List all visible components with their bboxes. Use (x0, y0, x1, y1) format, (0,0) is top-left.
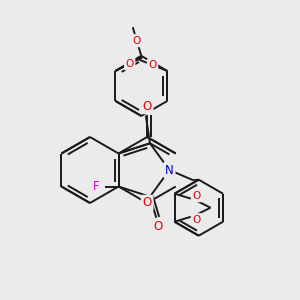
Text: O: O (142, 196, 152, 209)
Text: N: N (165, 164, 174, 176)
Text: O: O (142, 100, 152, 112)
Text: O: O (148, 60, 157, 70)
Text: O: O (154, 220, 163, 233)
Text: F: F (93, 180, 100, 193)
Text: O: O (192, 191, 201, 201)
Text: O: O (133, 36, 141, 46)
Text: O: O (192, 215, 201, 225)
Text: O: O (126, 59, 134, 69)
